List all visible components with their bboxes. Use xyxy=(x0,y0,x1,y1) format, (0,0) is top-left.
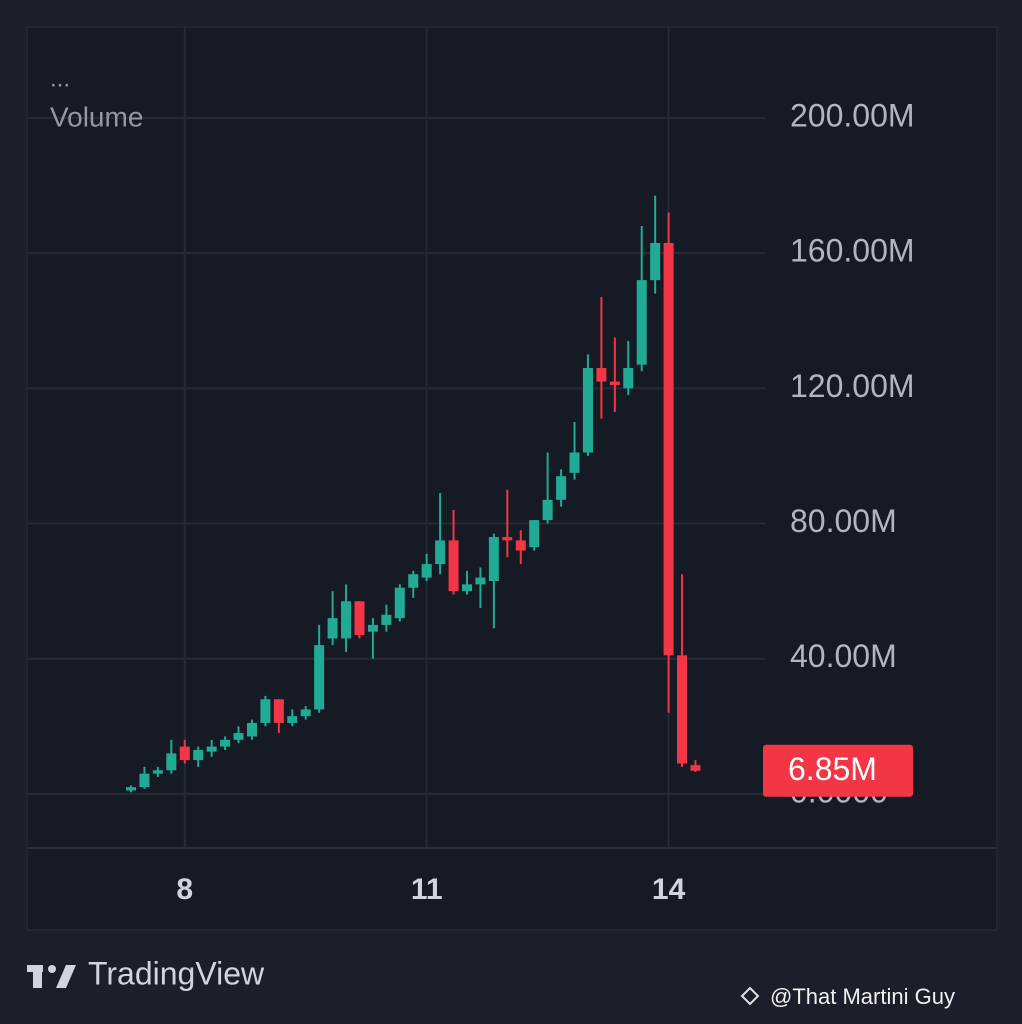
y-tick-label: 40.00M xyxy=(790,638,897,674)
watermark: @That Martini Guy xyxy=(770,984,955,1009)
candle-body xyxy=(488,537,499,581)
x-tick-label: 14 xyxy=(652,873,686,906)
candle-body xyxy=(394,587,405,619)
candle-body xyxy=(556,476,567,500)
candle-body xyxy=(381,614,392,625)
candle-body xyxy=(246,722,257,737)
candle-body xyxy=(126,787,136,791)
menu-dots[interactable]: ... xyxy=(50,65,70,92)
grid xyxy=(27,27,765,848)
candle-body xyxy=(179,746,190,761)
y-tick-label: 160.00M xyxy=(790,233,915,269)
candle-body xyxy=(327,618,338,639)
brand: TradingView xyxy=(88,955,265,991)
candle-body xyxy=(193,749,204,761)
candle-body xyxy=(421,564,432,578)
candle-body xyxy=(515,540,526,551)
watermark-icon xyxy=(740,986,760,1006)
candle-body xyxy=(367,624,378,632)
candle-body xyxy=(260,699,271,723)
labels: 0.000040.00M80.00M120.00M160.00M200.00M8… xyxy=(176,97,914,906)
candle-body xyxy=(354,601,365,636)
candle-body xyxy=(166,753,177,771)
candle-body xyxy=(435,540,446,565)
candle-body xyxy=(636,280,647,365)
candle-body xyxy=(623,368,634,389)
tradingview-logo xyxy=(27,965,76,988)
candle-body xyxy=(569,452,580,473)
candle-body xyxy=(300,709,311,717)
candle-body xyxy=(529,520,540,548)
candle-body xyxy=(650,242,661,281)
last-value-badge xyxy=(763,744,913,797)
candle-body xyxy=(448,540,459,592)
candle-body xyxy=(273,699,284,723)
candle-body xyxy=(233,733,244,740)
candle-body xyxy=(139,773,150,788)
candle-body xyxy=(690,765,701,771)
candle-body xyxy=(677,655,688,764)
candle-body xyxy=(663,242,674,656)
y-tick-label: 80.00M xyxy=(790,503,897,539)
candle-body xyxy=(408,574,419,588)
candle-body xyxy=(341,601,352,639)
y-tick-label: 200.00M xyxy=(790,97,915,133)
candle-body xyxy=(206,746,217,752)
last-value-label: 6.85M xyxy=(788,751,877,787)
candle-body xyxy=(287,716,298,723)
candle-body xyxy=(582,368,593,453)
candle-body xyxy=(502,537,513,541)
x-tick-label: 11 xyxy=(411,873,443,906)
candle-body xyxy=(220,739,231,747)
candle-body xyxy=(314,645,325,710)
candle-body xyxy=(609,381,620,385)
candle-body xyxy=(542,499,553,521)
candle-body xyxy=(475,577,486,585)
candles xyxy=(126,195,701,793)
indicator-label: Volume xyxy=(50,101,143,132)
candle-body xyxy=(152,770,163,774)
candle-body xyxy=(596,368,607,382)
x-tick-label: 8 xyxy=(176,873,193,906)
y-tick-label: 120.00M xyxy=(790,368,915,404)
candle-body xyxy=(462,584,472,592)
